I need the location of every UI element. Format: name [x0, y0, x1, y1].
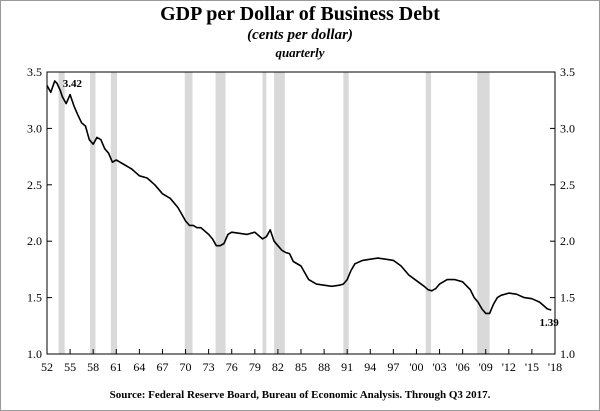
chart-title: GDP per Dollar of Business Debt	[160, 3, 440, 25]
y-tick-label-right: 1.5	[560, 291, 575, 305]
x-tick-label: 79	[249, 360, 261, 374]
annotations: 3.42 1.39	[63, 78, 560, 329]
recession-band	[110, 72, 118, 354]
x-tick-label: 67	[156, 360, 168, 374]
x-tick-label: 58	[87, 360, 99, 374]
x-tick-label: 73	[203, 360, 215, 374]
y-tick-label-left: 1.0	[27, 347, 42, 361]
chart-frequency: quarterly	[275, 45, 325, 60]
x-tick-label: 91	[341, 360, 353, 374]
recession-band	[477, 72, 490, 354]
x-tick-label: '15	[525, 360, 539, 374]
x-tick-label: 76	[226, 360, 238, 374]
x-tick-label: 55	[64, 360, 76, 374]
x-tick-label: '00	[409, 360, 423, 374]
y-tick-label-left: 3.0	[27, 121, 42, 135]
y-tick-label-right: 2.0	[560, 234, 575, 248]
recession-bands	[58, 72, 490, 354]
y-tick-label-left: 1.5	[27, 291, 42, 305]
recession-band	[343, 72, 349, 354]
series-line-gdp-per-debt	[46, 80, 552, 315]
recession-band	[184, 72, 193, 354]
recession-band	[58, 72, 65, 354]
x-tick-label: 97	[387, 360, 399, 374]
x-tick-label: '09	[479, 360, 493, 374]
axis-labels: 1.0 1.0 1.5 1.5 2.0 2.0 2.5 2.5 3.0 3.0 3.5 3.5 52 55…	[27, 65, 575, 374]
recession-band	[215, 72, 226, 354]
recession-band	[425, 72, 432, 354]
x-tick-label: '03	[432, 360, 446, 374]
y-tick-label-right: 2.5	[560, 178, 575, 192]
chart-subtitle: (cents per dollar)	[247, 27, 353, 43]
y-tick-label-right: 3.5	[560, 65, 575, 79]
data-label: 1.39	[540, 317, 560, 329]
axis-ticks	[46, 71, 556, 355]
y-tick-label-left: 2.5	[27, 178, 42, 192]
y-tick-label-right: 1.0	[560, 347, 575, 361]
x-tick-label: '12	[502, 360, 516, 374]
x-tick-label: 61	[110, 360, 122, 374]
data-label: 3.42	[63, 78, 83, 90]
source-note: Source: Federal Reserve Board, Bureau of…	[109, 389, 491, 401]
x-tick-label: '18	[548, 360, 562, 374]
recession-band	[274, 72, 285, 354]
recession-band	[262, 72, 267, 354]
recession-band	[90, 72, 96, 354]
y-tick-label-left: 2.0	[27, 234, 42, 248]
x-tick-label: 85	[295, 360, 307, 374]
x-tick-label: '06	[456, 360, 470, 374]
x-tick-label: 70	[180, 360, 192, 374]
x-tick-label: 82	[272, 360, 284, 374]
x-tick-label: 52	[41, 360, 53, 374]
x-tick-label: 88	[318, 360, 330, 374]
x-tick-label: 64	[133, 360, 145, 374]
x-tick-label: 94	[364, 360, 376, 374]
y-tick-label-left: 3.5	[27, 65, 42, 79]
y-tick-label-right: 3.0	[560, 121, 575, 135]
